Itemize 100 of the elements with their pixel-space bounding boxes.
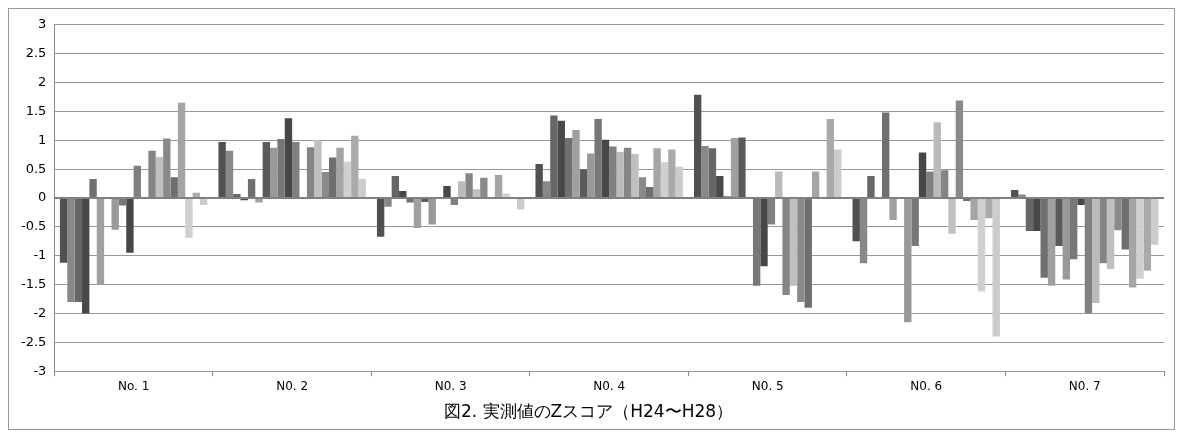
bar [970, 199, 978, 220]
bar [775, 171, 783, 197]
bar [59, 199, 68, 263]
bar [631, 154, 639, 197]
x-tick-label: N0. 4 [593, 378, 626, 393]
bar [675, 166, 683, 197]
bar [616, 151, 624, 197]
bar [329, 157, 337, 197]
bar [977, 199, 986, 292]
bar [1077, 199, 1085, 205]
y-tick-label: 1.5 [25, 102, 47, 118]
bar [1025, 199, 1034, 231]
bar [826, 118, 835, 197]
bar [494, 174, 503, 197]
bar [948, 199, 956, 234]
bar [1106, 199, 1115, 270]
text: 図2. 実測値のZスコア（H24〜H28） [443, 401, 734, 422]
bar [1040, 199, 1048, 278]
bar [391, 176, 400, 197]
x-tick-label: N0. 5 [751, 378, 784, 393]
bar [343, 161, 352, 197]
bar [992, 199, 1000, 337]
bar [716, 176, 724, 197]
bar [421, 199, 429, 203]
bar [660, 162, 669, 197]
bar [550, 115, 558, 197]
bar [557, 120, 565, 197]
bar [564, 137, 573, 197]
bar [399, 191, 407, 197]
bar [1143, 199, 1152, 271]
x-tick-label: N0. 7 [1068, 378, 1101, 393]
bar [170, 177, 178, 197]
bar [502, 193, 510, 197]
y-tick-label: 1 [38, 131, 47, 147]
bar [933, 122, 941, 197]
y-tick-label: -0.5 [20, 218, 47, 234]
bar [789, 199, 798, 286]
bar [126, 199, 134, 253]
x-tick-label: N0. 2 [276, 378, 309, 393]
bar [262, 142, 271, 197]
bar [89, 178, 97, 197]
bar [834, 149, 842, 197]
bar [336, 147, 344, 197]
bar [376, 199, 385, 237]
x-tick-label: N0. 6 [910, 378, 943, 393]
bar [587, 153, 595, 197]
bar [889, 199, 897, 220]
bar [472, 189, 481, 197]
bar [708, 148, 717, 197]
bar [218, 142, 226, 197]
bar [693, 94, 702, 197]
bar [867, 176, 875, 197]
bar [192, 192, 200, 197]
y-tick-label: -1 [33, 247, 47, 263]
bar [155, 157, 164, 197]
bar [284, 118, 293, 197]
bar [406, 199, 414, 203]
bar [314, 140, 322, 197]
bar [804, 199, 812, 308]
bar [74, 199, 83, 302]
bar [918, 152, 927, 197]
bar [443, 185, 451, 197]
y-tick-label: -2 [33, 304, 47, 320]
bar [1033, 199, 1041, 231]
bar [646, 187, 654, 197]
x-tick-label: N0. 3 [434, 378, 467, 393]
y-tick-label: -1.5 [20, 275, 47, 291]
bar [1055, 199, 1063, 246]
y-tick-label: 0 [38, 189, 47, 205]
bar [247, 178, 256, 197]
bar [351, 135, 359, 197]
y-tick-label: -3 [33, 362, 47, 378]
bar [199, 199, 208, 205]
bar [82, 199, 90, 314]
bar [881, 112, 890, 197]
bar [233, 193, 241, 197]
y-tick-label: 2 [38, 73, 47, 89]
bar [1121, 199, 1129, 250]
bar [738, 137, 746, 197]
y-tick-label: 0.5 [25, 160, 47, 176]
y-tick-label: 2.5 [25, 45, 47, 61]
bar [1092, 199, 1100, 304]
bar [579, 169, 588, 197]
bar [668, 149, 676, 197]
bar [255, 199, 263, 203]
bar [760, 199, 768, 267]
bar [852, 199, 860, 242]
bar [458, 181, 466, 197]
bar [517, 199, 525, 210]
bar [1136, 199, 1144, 279]
bar [185, 199, 193, 238]
bar [1151, 199, 1159, 245]
bar [270, 147, 278, 197]
y-tick-label: 3 [38, 16, 47, 32]
bar [535, 163, 543, 197]
bar [985, 199, 993, 219]
bar [358, 178, 366, 197]
bar [601, 139, 610, 197]
bar [1011, 189, 1019, 197]
y-tick-label: -2.5 [20, 333, 47, 349]
